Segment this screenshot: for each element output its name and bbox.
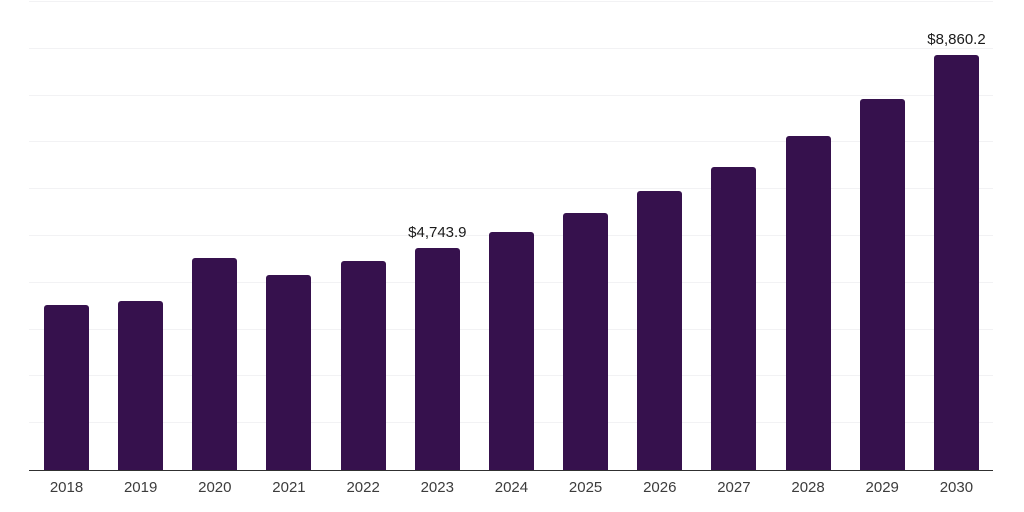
x-tick-label-2026: 2026 (643, 479, 677, 496)
bar-2023[interactable] (414, 248, 460, 470)
bar-2029[interactable] (859, 98, 905, 470)
bar-value-label-2023: $4,743.9 (408, 224, 467, 241)
x-tick-label-2019: 2019 (123, 479, 158, 496)
gridline (29, 47, 993, 49)
gridline (29, 141, 993, 143)
bars-row (29, 2, 993, 470)
bar-2028[interactable] (785, 135, 831, 470)
bar-2019[interactable] (118, 300, 164, 470)
bar-2030[interactable] (933, 55, 979, 470)
bar-2018[interactable] (44, 305, 89, 470)
plot-area: $4,743.9 $8,860.2 (29, 1, 993, 471)
gridline (29, 94, 993, 96)
bar-2024[interactable] (488, 232, 534, 470)
x-tick-label-2029: 2029 (865, 479, 899, 496)
x-tick-label-2020: 2020 (198, 479, 232, 496)
x-tick-label-2024: 2024 (494, 479, 529, 496)
x-tick-label-2023: 2023 (420, 479, 454, 496)
gridline (29, 1, 993, 2)
x-tick-label-2025: 2025 (568, 479, 603, 496)
bar-2020[interactable] (192, 257, 238, 470)
gridline (29, 188, 993, 190)
bar-2027[interactable] (711, 166, 757, 470)
x-axis-tick-labels: 2018 2019 2020 2021 2022 2023 2024 2025 2026 2027… (29, 479, 993, 496)
x-tick-label-2022: 2022 (346, 479, 380, 496)
x-tick-label-2027: 2027 (717, 479, 751, 496)
x-tick-label-2030: 2030 (939, 479, 974, 496)
x-tick-label-2021: 2021 (272, 479, 306, 496)
x-tick-label-2028: 2028 (791, 479, 825, 496)
x-tick-label-2018: 2018 (49, 479, 84, 496)
x-axis-line (29, 469, 993, 471)
bar-2022[interactable] (340, 261, 386, 470)
bar-2025[interactable] (563, 213, 609, 470)
bar-2021[interactable] (266, 274, 312, 470)
bar-value-label-2030: $8,860.2 (927, 31, 986, 49)
bar-2026[interactable] (637, 191, 683, 470)
